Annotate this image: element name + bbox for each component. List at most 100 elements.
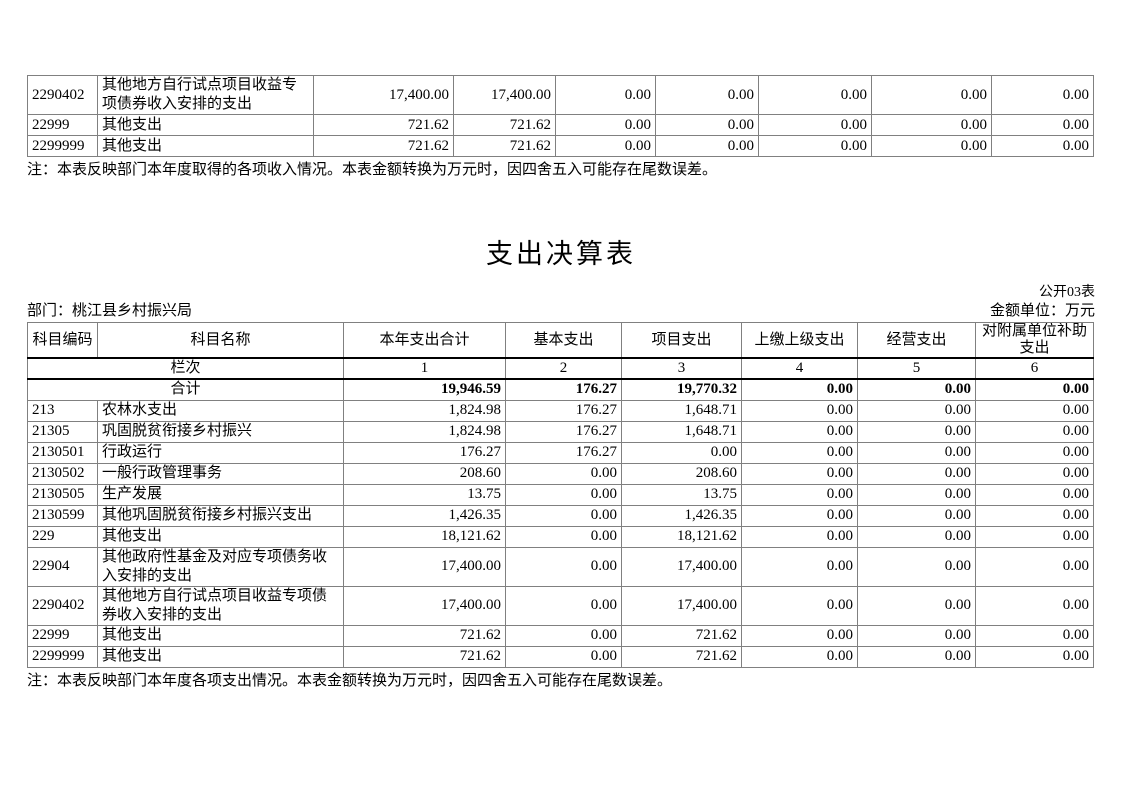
- row-subject-name: 生产发展: [97, 483, 344, 506]
- row-value: 721.62: [313, 114, 454, 136]
- row-value: 1,648.71: [621, 420, 742, 443]
- table-row: 22904 其他政府性基金及对应专项债务收入安排的支出 17,400.00 0.00 1…: [27, 546, 1094, 587]
- row-value: 1,426.35: [621, 504, 742, 527]
- row-value: 0.00: [741, 525, 858, 548]
- total-row: 合计 19,946.59 176.27 19,770.32 0.00 0.00 …: [27, 378, 1094, 401]
- row-value: 0.00: [975, 462, 1094, 485]
- expenditure-table: 科目编码 科目名称 本年支出合计 基本支出 项目支出 上缴上级支出 经营支出 对…: [27, 322, 1094, 668]
- column-index-label: 栏次: [27, 357, 344, 380]
- table-row: 2290402 其他地方自行试点项目收益专项债券收入安排的支出 17,400.00 0…: [27, 585, 1094, 626]
- row-value: 0.00: [857, 441, 976, 464]
- row-value: 0.00: [975, 441, 1094, 464]
- column-index-row: 栏次 1 2 3 4 5 6: [27, 357, 1094, 380]
- row-subject-code: 21305: [27, 420, 98, 443]
- row-value: 0.00: [871, 75, 992, 115]
- expenditure-table-note: 注：本表反映部门本年度各项支出情况。本表金额转换为万元时，因四舍五入可能存在尾数…: [27, 672, 673, 689]
- row-value: 0.00: [991, 114, 1094, 136]
- row-value: 0.00: [555, 114, 656, 136]
- column-index: 3: [621, 357, 742, 380]
- table-row: 21305 巩固脱贫衔接乡村振兴 1,824.98 176.27 1,648.71 0.0…: [27, 420, 1094, 443]
- row-value: 0.00: [991, 135, 1094, 157]
- row-value: 0.00: [975, 624, 1094, 647]
- total-value: 19,770.32: [621, 378, 742, 401]
- page-title: 支出决算表: [486, 239, 636, 269]
- row-value: 0.00: [857, 585, 976, 626]
- header-subject-name: 科目名称: [97, 322, 344, 359]
- expenditure-table-body: 213 农林水支出 1,824.98 176.27 1,648.71 0.00 0.00 0.…: [27, 399, 1094, 668]
- row-value: 0.00: [741, 441, 858, 464]
- row-value: 0.00: [505, 525, 622, 548]
- row-value: 721.62: [343, 624, 506, 647]
- total-value: 19,946.59: [343, 378, 506, 401]
- table-row: 2130501 行政运行 176.27 176.27 0.00 0.00 0.00 0.00: [27, 441, 1094, 464]
- row-value: 721.62: [453, 135, 556, 157]
- row-value: 721.62: [621, 624, 742, 647]
- table-row: 2130599 其他巩固脱贫衔接乡村振兴支出 1,426.35 0.00 1,426.3…: [27, 504, 1094, 527]
- header-basic-expend: 基本支出: [505, 322, 622, 359]
- department-label: 部门：桃江县乡村振兴局: [27, 303, 193, 319]
- document-page: 2290402 其他地方自行试点项目收益专项债券收入安排的支出 17,400.00 1…: [27, 75, 1095, 689]
- table-row: 22999 其他支出 721.62 0.00 721.62 0.00 0.00 0.00: [27, 624, 1094, 647]
- row-subject-code: 2290402: [27, 585, 98, 626]
- row-value: 0.00: [975, 420, 1094, 443]
- table-row: 2130505 生产发展 13.75 0.00 13.75 0.00 0.00 0.00: [27, 483, 1094, 506]
- row-value: 0.00: [741, 483, 858, 506]
- table-row: 229 其他支出 18,121.62 0.00 18,121.62 0.00 0.00 0.0…: [27, 525, 1094, 548]
- row-value: 17,400.00: [313, 75, 454, 115]
- row-value: 0.00: [871, 135, 992, 157]
- row-value: 18,121.62: [621, 525, 742, 548]
- row-value: 18,121.62: [343, 525, 506, 548]
- row-value: 17,400.00: [621, 546, 742, 587]
- row-value: 0.00: [505, 504, 622, 527]
- row-value: 208.60: [343, 462, 506, 485]
- column-index: 1: [343, 357, 506, 380]
- column-index: 2: [505, 357, 622, 380]
- row-subject-name: 一般行政管理事务: [97, 462, 344, 485]
- row-value: 13.75: [621, 483, 742, 506]
- row-value: 0.00: [857, 525, 976, 548]
- row-value: 1,648.71: [621, 399, 742, 422]
- table-row: 2299999 其他支出 721.62 0.00 721.62 0.00 0.00 0.00: [27, 645, 1094, 668]
- total-value: 176.27: [505, 378, 622, 401]
- row-subject-code: 2290402: [27, 75, 98, 115]
- row-value: 0.00: [555, 75, 656, 115]
- row-value: 176.27: [505, 399, 622, 422]
- row-value: 1,824.98: [343, 420, 506, 443]
- row-value: 0.00: [741, 462, 858, 485]
- row-subject-code: 2299999: [27, 135, 98, 157]
- total-value: 0.00: [857, 378, 976, 401]
- row-value: 0.00: [975, 399, 1094, 422]
- row-value: 0.00: [741, 546, 858, 587]
- row-subject-code: 22904: [27, 546, 98, 587]
- row-value: 721.62: [343, 645, 506, 668]
- income-table-body: 2290402 其他地方自行试点项目收益专项债券收入安排的支出 17,400.00 1…: [27, 75, 1094, 157]
- row-value: 176.27: [505, 441, 622, 464]
- row-value: 0.00: [505, 645, 622, 668]
- row-subject-name: 其他支出: [97, 645, 344, 668]
- income-table-fragment: 2290402 其他地方自行试点项目收益专项债券收入安排的支出 17,400.00 1…: [27, 75, 1094, 157]
- row-value: 1,824.98: [343, 399, 506, 422]
- table-row: 213 农林水支出 1,824.98 176.27 1,648.71 0.00 0.00 0.…: [27, 399, 1094, 422]
- row-value: 0.00: [857, 645, 976, 668]
- row-subject-name: 其他地方自行试点项目收益专项债券收入安排的支出: [97, 585, 344, 626]
- row-value: 0.00: [758, 135, 872, 157]
- row-value: 0.00: [655, 75, 759, 115]
- row-subject-name: 其他政府性基金及对应专项债务收入安排的支出: [97, 546, 344, 587]
- row-value: 1,426.35: [343, 504, 506, 527]
- row-value: 0.00: [505, 462, 622, 485]
- row-subject-name: 巩固脱贫衔接乡村振兴: [97, 420, 344, 443]
- header-row: 科目编码 科目名称 本年支出合计 基本支出 项目支出 上缴上级支出 经营支出 对…: [27, 322, 1094, 359]
- row-subject-code: 2130502: [27, 462, 98, 485]
- table-row: 22999 其他支出 721.62 721.62 0.00 0.00 0.00 0.00 0.0…: [27, 114, 1094, 136]
- table-meta-row: 部门：桃江县乡村振兴局 金额单位：万元: [27, 302, 1095, 320]
- table-row: 2299999 其他支出 721.62 721.62 0.00 0.00 0.00 0.00 0…: [27, 135, 1094, 157]
- column-index: 5: [857, 357, 976, 380]
- row-value: 0.00: [857, 420, 976, 443]
- total-value: 0.00: [741, 378, 858, 401]
- row-value: 0.00: [857, 546, 976, 587]
- row-value: 0.00: [857, 462, 976, 485]
- row-subject-code: 22999: [27, 114, 98, 136]
- row-value: 721.62: [621, 645, 742, 668]
- row-subject-name: 其他支出: [97, 135, 314, 157]
- row-subject-name: 行政运行: [97, 441, 344, 464]
